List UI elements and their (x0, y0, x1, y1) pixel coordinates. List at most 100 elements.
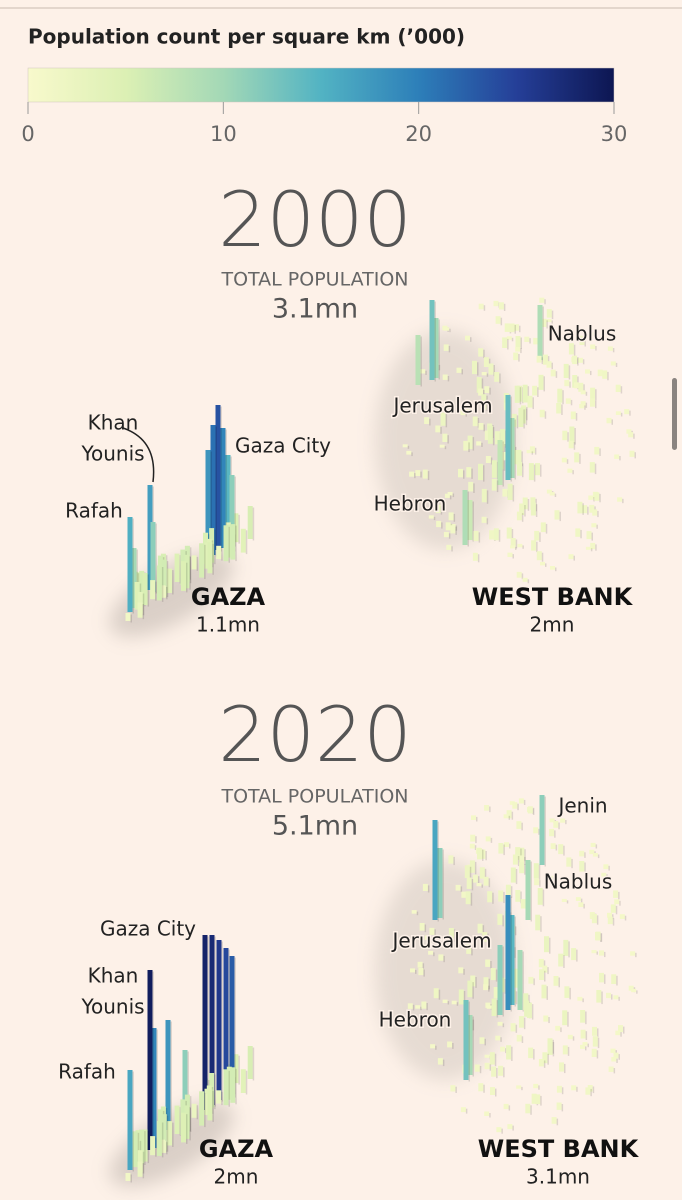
spike-side (221, 547, 223, 561)
density-spike (501, 451, 507, 460)
spike-side (477, 362, 479, 376)
density-spike (174, 553, 180, 582)
spike-side (210, 451, 212, 562)
density-spike (442, 374, 448, 380)
spike-side (475, 977, 477, 988)
spike-side (196, 1105, 199, 1120)
density-spike (161, 585, 167, 598)
spike-side (492, 427, 495, 446)
density-spike (542, 354, 548, 365)
density-spike (522, 384, 528, 403)
density-spike (494, 372, 500, 382)
density-spike (428, 515, 434, 519)
density-spike (580, 401, 586, 407)
density-spike (541, 318, 547, 327)
spike-side (517, 856, 520, 867)
spike-side (520, 891, 522, 904)
density-spike (592, 853, 598, 857)
spike-side (604, 974, 606, 984)
density-spike (483, 984, 489, 991)
spike-side (411, 452, 413, 457)
density-spike (461, 891, 467, 898)
density-spike (558, 844, 564, 855)
spike-side (172, 570, 174, 595)
density-spike (602, 370, 608, 379)
density-spike (493, 300, 499, 307)
spike-side (505, 1048, 507, 1054)
density-spike (435, 504, 441, 514)
spike-side (624, 915, 627, 921)
spike-side (214, 1074, 216, 1110)
spike-side (479, 1066, 482, 1074)
spike-side (540, 464, 542, 477)
spike-side (496, 1068, 498, 1079)
spike-side (486, 490, 489, 504)
density-spike (448, 928, 454, 941)
density-spike (493, 528, 499, 541)
density-spike (467, 435, 473, 450)
spike-side (207, 936, 209, 1112)
density-spike (549, 492, 555, 496)
spike-side (544, 299, 546, 305)
density-spike (613, 1052, 619, 1059)
density-spike (424, 935, 430, 940)
spike-side (539, 532, 541, 542)
spike-side (488, 878, 491, 888)
density-spike (522, 497, 528, 510)
spike-side (136, 549, 138, 610)
spike-side (524, 856, 526, 865)
spike-side (477, 418, 480, 428)
density-spike (470, 975, 476, 987)
spike-side (477, 554, 480, 563)
spike-side (474, 861, 477, 875)
density-spike (450, 525, 456, 534)
spike-side (615, 1050, 617, 1055)
density-spike (502, 337, 508, 348)
density-spike (578, 902, 584, 907)
density-spike (150, 522, 156, 592)
density-spike (546, 319, 552, 323)
spike-side (554, 830, 556, 838)
spike-side (166, 587, 168, 600)
spike-side (463, 991, 466, 1006)
spike-side (499, 373, 501, 384)
density-spike (561, 457, 567, 463)
place-label: Khan (88, 964, 139, 988)
place-label: Hebron (374, 492, 447, 516)
spike-side (455, 525, 458, 531)
spike-side (420, 471, 422, 478)
spike-side (512, 554, 514, 559)
density-spike (442, 433, 448, 442)
spike-side (484, 1038, 486, 1046)
spike-side (524, 505, 526, 517)
density-spike (507, 552, 513, 557)
density-spike (161, 1114, 167, 1151)
density-spike (563, 939, 569, 956)
spike-side (424, 924, 427, 933)
density-spike (479, 867, 485, 879)
spike-side (488, 978, 490, 990)
spike-side (214, 936, 216, 1107)
density-spike (209, 935, 215, 1105)
density-spike (448, 512, 454, 521)
density-spike (420, 369, 426, 374)
spike-side (543, 960, 546, 969)
density-spike (566, 857, 572, 867)
spike-side (538, 828, 540, 835)
density-spike (458, 989, 464, 1005)
density-spike (517, 461, 522, 476)
scrollbar[interactable] (672, 378, 677, 450)
spike-side (520, 348, 522, 354)
spike-side (521, 573, 524, 580)
spike-side (567, 432, 569, 442)
spike-side (465, 1108, 468, 1114)
spike-side (542, 306, 544, 362)
density-spike (631, 988, 637, 993)
spike-side (607, 371, 609, 381)
density-spike (184, 554, 190, 589)
spike-side (481, 378, 484, 395)
density-spike (506, 527, 512, 539)
region-population: 1.1mn (196, 613, 260, 637)
density-spike (406, 450, 412, 455)
spike-side (503, 891, 505, 904)
